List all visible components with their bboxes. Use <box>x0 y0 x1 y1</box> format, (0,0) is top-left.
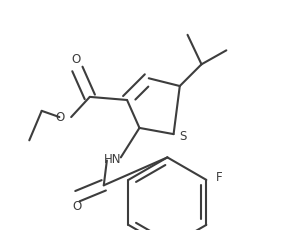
Text: O: O <box>56 111 65 124</box>
Text: HN: HN <box>104 153 122 166</box>
Text: F: F <box>216 171 223 184</box>
Text: O: O <box>73 200 82 213</box>
Text: O: O <box>71 53 80 66</box>
Text: S: S <box>179 130 187 143</box>
